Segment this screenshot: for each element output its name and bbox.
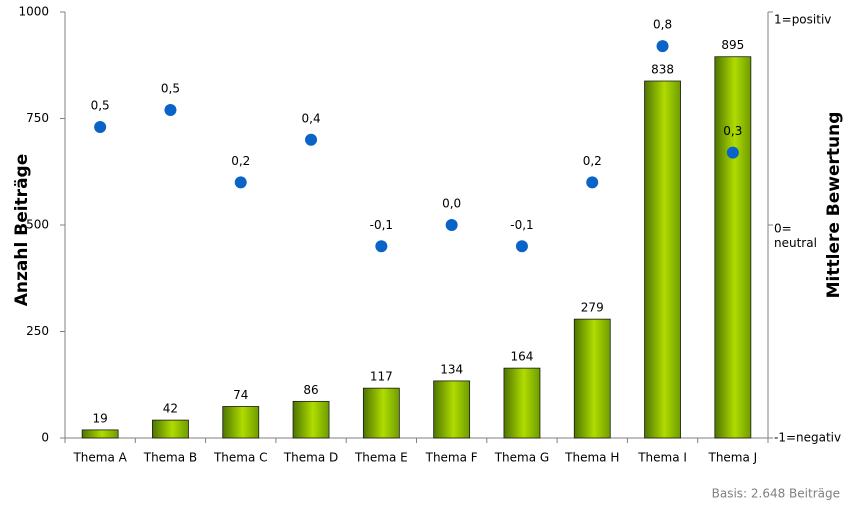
bar <box>362 387 400 439</box>
dot-value-label: 0,8 <box>653 18 672 32</box>
y-tick-label: 250 <box>26 324 49 338</box>
dot <box>726 146 739 159</box>
dot <box>515 240 528 253</box>
dot <box>234 176 247 189</box>
dot <box>586 176 599 189</box>
dot-value-label: 0,0 <box>442 197 461 211</box>
bar <box>222 406 260 439</box>
dot-value-label: 0,3 <box>723 124 742 138</box>
bar <box>433 380 471 439</box>
y-tick-label: 0 <box>41 431 49 445</box>
bar-value-label: 164 <box>510 350 533 364</box>
bar <box>81 429 119 439</box>
dot-value-label: 0,2 <box>583 154 602 168</box>
bar <box>152 419 189 439</box>
x-tick-label: Thema F <box>425 451 478 465</box>
bar <box>503 367 541 439</box>
y-axis-label: Anzahl Beiträge <box>12 154 32 306</box>
dot <box>445 219 458 231</box>
bar-value-label: 134 <box>440 362 463 376</box>
y-tick-label: 750 <box>26 111 49 125</box>
note: Basis: 2.648 Beiträge <box>712 487 840 501</box>
y2-axis-label: Mittlere Bewertung <box>824 112 844 299</box>
x-tick-label: Thema D <box>283 451 338 465</box>
bar-value-label: 86 <box>303 383 318 397</box>
y-tick-label: 1000 <box>18 5 49 19</box>
y2-tick-label: 0= neutral <box>774 221 817 249</box>
bar-value-label: 117 <box>370 370 393 384</box>
x-tick-label: Thema J <box>707 451 757 465</box>
x-tick-label: Thema B <box>143 451 197 465</box>
bar-value-label: 74 <box>233 388 248 402</box>
dot-value-label: 0,5 <box>91 99 110 113</box>
bar-value-label: 19 <box>93 411 108 425</box>
bar <box>573 318 611 439</box>
dot-value-label: 0,2 <box>231 154 250 168</box>
x-tick-label: Thema G <box>494 451 549 465</box>
dot <box>305 133 318 146</box>
bar <box>292 400 330 439</box>
bar-value-label: 838 <box>651 63 674 77</box>
dot <box>656 40 669 53</box>
x-tick-label: Thema E <box>354 451 408 465</box>
dot-value-label: -0,1 <box>510 218 533 232</box>
y2-tick-label: -1=negativ <box>774 431 841 445</box>
x-tick-label: Thema I <box>637 451 687 465</box>
bar-value-label: 279 <box>581 301 604 315</box>
dot-value-label: -0,1 <box>370 218 393 232</box>
y-tick-label: 500 <box>26 218 49 232</box>
dot <box>164 103 177 116</box>
bar-value-label: 895 <box>721 38 744 52</box>
dot <box>375 240 388 253</box>
dot-value-label: 0,4 <box>302 111 321 125</box>
x-tick-label: Thema C <box>213 451 268 465</box>
dot-value-label: 0,5 <box>161 81 180 95</box>
y2-tick-label: 1=positiv <box>774 13 831 27</box>
bar <box>644 80 681 439</box>
bar-value-label: 42 <box>163 402 178 416</box>
x-tick-label: Thema H <box>564 451 619 465</box>
x-tick-label: Thema A <box>72 451 127 465</box>
dot <box>94 121 107 134</box>
bar <box>714 56 752 439</box>
